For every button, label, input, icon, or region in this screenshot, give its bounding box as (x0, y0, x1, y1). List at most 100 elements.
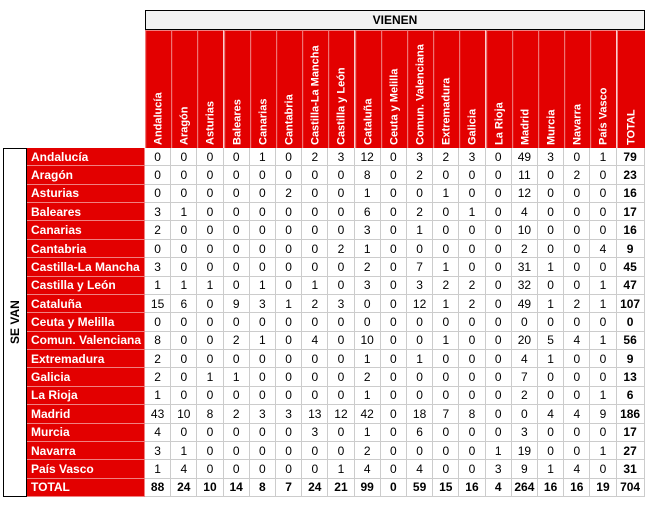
cell: 0 (302, 386, 329, 406)
cell: 19 (511, 441, 538, 461)
column-header: Cantabria (276, 30, 303, 148)
top-header: VIENEN (145, 10, 645, 30)
cell: 1 (354, 350, 381, 369)
cell: 3 (407, 276, 434, 295)
cell: 0 (590, 203, 617, 222)
row-header: Andalucía (27, 148, 145, 167)
cell: 0 (145, 166, 172, 185)
row-header: Galicia (27, 368, 145, 387)
cell: 0 (249, 313, 276, 332)
cell: 0 (485, 166, 512, 185)
cell: 2 (564, 294, 591, 314)
cell: 4 (538, 405, 565, 424)
cell: 0 (459, 313, 486, 332)
cell: 0 (145, 239, 172, 259)
cell: 0 (564, 239, 591, 259)
cell: 0 (538, 313, 565, 332)
cell: 0 (485, 184, 512, 204)
cell: 0 (223, 276, 250, 295)
cell: 0 (616, 313, 645, 332)
cell: 0 (538, 441, 565, 461)
cell: 0 (354, 294, 381, 314)
column-header: Ceuta y Melilla (380, 30, 407, 148)
cell: 12 (354, 148, 381, 167)
cell: 10 (511, 221, 538, 240)
cell: 0 (538, 166, 565, 185)
cell: 0 (590, 423, 617, 442)
row-header: Baleares (27, 203, 145, 222)
cell: 12 (328, 405, 355, 424)
cell: 0 (276, 313, 303, 332)
cell: 0 (380, 294, 407, 314)
cell: 2 (328, 239, 355, 259)
cell: 0 (302, 441, 329, 461)
cell: 0 (197, 221, 224, 240)
cell: 4 (511, 203, 538, 222)
cell: 17 (616, 203, 645, 222)
column-header: Castilla y León (328, 30, 355, 148)
cell: 2 (407, 203, 434, 222)
cell: 0 (433, 239, 460, 259)
cell: 0 (590, 313, 617, 332)
cell: 4 (302, 331, 329, 351)
cell: 4 (407, 460, 434, 479)
cell: 0 (223, 386, 250, 406)
cell: 0 (485, 294, 512, 314)
cell: 0 (302, 184, 329, 204)
column-header: Extremadura (433, 30, 460, 148)
cell: 0 (328, 368, 355, 387)
cell: 0 (197, 331, 224, 351)
cell: 0 (223, 350, 250, 369)
cell: 0 (302, 313, 329, 332)
cell: 0 (564, 258, 591, 277)
cell: 0 (197, 441, 224, 461)
cell: 0 (380, 460, 407, 479)
cell: 0 (380, 166, 407, 185)
column-header: Asturias (197, 30, 224, 148)
cell: 2 (354, 258, 381, 277)
cell: 0 (223, 239, 250, 259)
cell: 0 (485, 368, 512, 387)
cell: 0 (171, 368, 198, 387)
cell: 88 (145, 478, 172, 497)
cell: 15 (433, 478, 460, 497)
row-header: Comun. Valenciana (27, 331, 145, 351)
cell: 24 (302, 478, 329, 497)
cell: 0 (276, 350, 303, 369)
cell: 0 (407, 313, 434, 332)
cell: 0 (276, 331, 303, 351)
cell: 12 (511, 184, 538, 204)
cell: 0 (223, 441, 250, 461)
cell: 0 (538, 276, 565, 295)
cell: 2 (564, 166, 591, 185)
cell: 0 (249, 350, 276, 369)
cell: 1 (328, 460, 355, 479)
cell: 0 (380, 313, 407, 332)
cell: 0 (380, 331, 407, 351)
cell: 0 (590, 166, 617, 185)
cell: 79 (616, 148, 645, 167)
cell: 0 (485, 331, 512, 351)
cell: 0 (380, 386, 407, 406)
column-header: Galicia (459, 30, 486, 148)
cell: 21 (328, 478, 355, 497)
cell: 6 (354, 203, 381, 222)
cell: 0 (171, 184, 198, 204)
column-header: TOTAL (616, 30, 645, 148)
cell: 6 (407, 423, 434, 442)
cell: 0 (197, 203, 224, 222)
cell: 0 (564, 386, 591, 406)
row-header: Cataluña (27, 294, 145, 314)
cell: 0 (249, 221, 276, 240)
cell: 0 (197, 460, 224, 479)
cell: 0 (380, 184, 407, 204)
cell: 0 (302, 239, 329, 259)
cell: 3 (328, 148, 355, 167)
cell: 0 (459, 460, 486, 479)
cell: 4 (564, 460, 591, 479)
cell: 0 (485, 221, 512, 240)
cell: 2 (511, 239, 538, 259)
cell: 24 (171, 478, 198, 497)
cell: 0 (171, 166, 198, 185)
